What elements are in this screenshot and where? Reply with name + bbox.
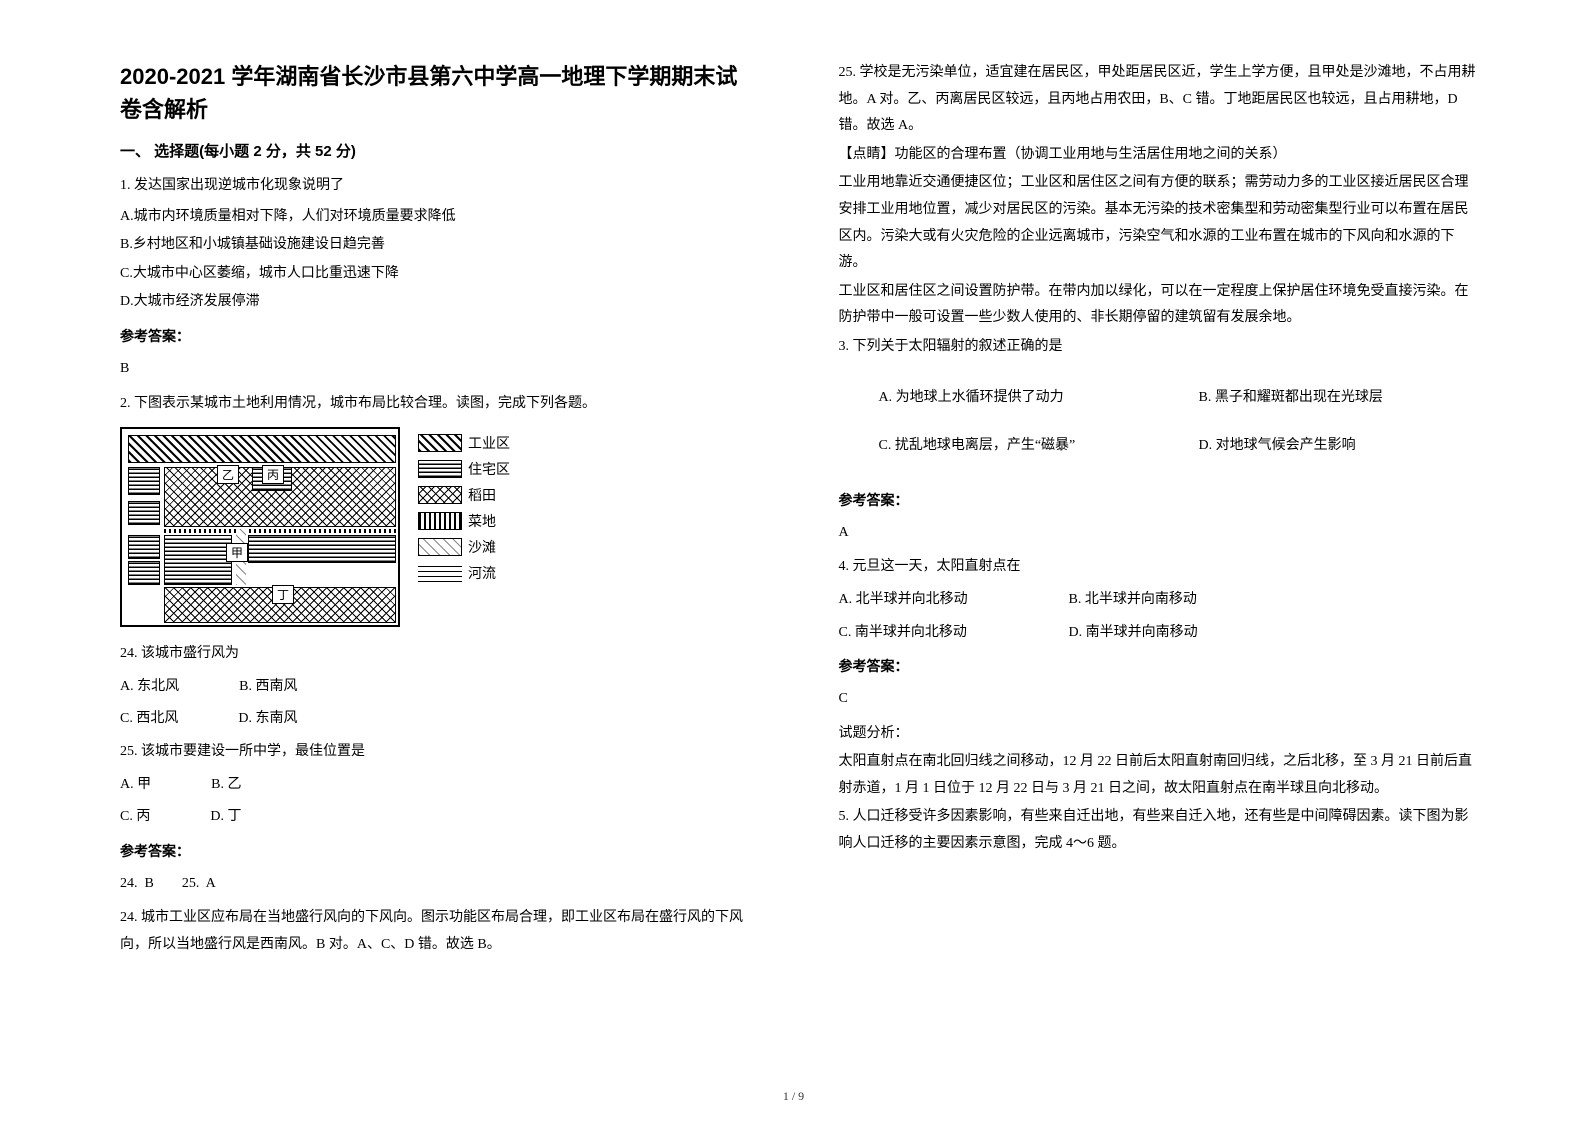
q2-sub25-b: B. 乙 <box>211 772 241 799</box>
legend-paddy: 稻田 <box>418 485 510 505</box>
q3-stem: 3. 下列关于太阳辐射的叙述正确的是 <box>839 334 1478 361</box>
legend-label-residential: 住宅区 <box>468 459 510 479</box>
q4-answer: C <box>839 686 1478 713</box>
q2-sub24-stem: 24. 该城市盛行风为 <box>120 641 759 668</box>
land-use-diagram: 乙 丙 甲 丁 <box>120 427 400 627</box>
q2-sub24-a: A. 东北风 <box>120 674 179 701</box>
exam-title: 2020-2021 学年湖南省长沙市县第六中学高一地理下学期期末试卷含解析 <box>120 60 759 126</box>
section-header: 一、 选择题(每小题 2 分，共 52 分) <box>120 140 759 161</box>
q2-answer-header: 参考答案： <box>120 841 759 861</box>
q3-opt-a: A. 为地球上水循环提供了动力 <box>879 385 1139 412</box>
q4-opt-b: B. 北半球并向南移动 <box>1069 587 1197 614</box>
q2-sub25-d: D. 丁 <box>210 804 241 831</box>
q5-stem: 5. 人口迁移受许多因素影响，有些来自迁出地，有些来自迁入地，还有些是中间障碍因… <box>839 804 1478 857</box>
swatch-industrial <box>418 434 462 452</box>
q2-tip-p2: 工业区和居住区之间设置防护带。在带内加以绿化，可以在一定程度上保护居住环境免受直… <box>839 279 1478 332</box>
page-number: 1 / 9 <box>783 1089 804 1104</box>
q4-opt-a: A. 北半球并向北移动 <box>839 587 1009 614</box>
q2-sub25-stem: 25. 该城市要建设一所中学，最佳位置是 <box>120 739 759 766</box>
swatch-paddy <box>418 486 462 504</box>
q2-analysis25: 25. 学校是无污染单位，适宜建在居民区，甲处距居民区近，学生上学方便，且甲处是… <box>839 60 1478 140</box>
legend-beach: 沙滩 <box>418 537 510 557</box>
legend-residential: 住宅区 <box>418 459 510 479</box>
q1-opt-b: B.乡村地区和小城镇基础设施建设日趋完善 <box>120 232 759 259</box>
legend-river: 河流 <box>418 563 510 583</box>
q4-answer-header: 参考答案： <box>839 656 1478 676</box>
q1-answer: B <box>120 356 759 383</box>
swatch-river <box>418 564 462 582</box>
swatch-vegetable <box>418 512 462 530</box>
label-ding: 丁 <box>272 585 294 604</box>
q2-tip-header: 【点睛】功能区的合理布置（协调工业用地与生活居住用地之间的关系） <box>839 142 1478 169</box>
q2-sub24-c: C. 西北风 <box>120 706 178 733</box>
q3-answer-header: 参考答案： <box>839 490 1478 510</box>
legend: 工业区 住宅区 稻田 菜地 沙滩 <box>418 427 510 583</box>
legend-label-industrial: 工业区 <box>468 433 510 453</box>
q4-opt-c: C. 南半球并向北移动 <box>839 620 1009 647</box>
q1-opt-a: A.城市内环境质量相对下降，人们对环境质量要求降低 <box>120 204 759 231</box>
q1-opt-c: C.大城市中心区萎缩，城市人口比重迅速下降 <box>120 261 759 288</box>
legend-label-beach: 沙滩 <box>468 537 496 557</box>
q2-answer-line: 24. B 25. A <box>120 871 759 898</box>
q1-opt-d: D.大城市经济发展停滞 <box>120 289 759 316</box>
legend-industrial: 工业区 <box>418 433 510 453</box>
label-jia: 甲 <box>226 543 248 562</box>
q2-sub25-c: C. 丙 <box>120 804 150 831</box>
q1-stem: 1. 发达国家出现逆城市化现象说明了 <box>120 173 759 200</box>
q4-opt-d: D. 南半球并向南移动 <box>1069 620 1198 647</box>
q3-opt-b: B. 黑子和耀斑都出现在光球层 <box>1199 385 1383 412</box>
q2-sub24-d: D. 东南风 <box>238 706 297 733</box>
q2-diagram-container: 乙 丙 甲 丁 工业区 住宅区 稻田 <box>120 427 759 627</box>
q2-analysis24: 24. 城市工业区应布局在当地盛行风向的下风向。图示功能区布局合理，即工业区布局… <box>120 905 759 958</box>
q4-analysis-header: 试题分析： <box>839 721 1478 748</box>
legend-label-vegetable: 菜地 <box>468 511 496 531</box>
q2-tip-p1: 工业用地靠近交通便捷区位；工业区和居住区之间有方便的联系；需劳动力多的工业区接近… <box>839 170 1478 276</box>
legend-label-paddy: 稻田 <box>468 485 496 505</box>
q3-answer: A <box>839 520 1478 547</box>
q2-stem: 2. 下图表示某城市土地利用情况，城市布局比较合理。读图，完成下列各题。 <box>120 391 759 418</box>
q1-answer-header: 参考答案： <box>120 326 759 346</box>
q4-analysis: 太阳直射点在南北回归线之间移动，12 月 22 日前后太阳直射南回归线，之后北移… <box>839 749 1478 802</box>
label-yi: 乙 <box>217 465 239 484</box>
q3-opt-c: C. 扰乱地球电离层，产生“磁暴” <box>879 433 1139 460</box>
q2-sub25-a: A. 甲 <box>120 772 151 799</box>
q4-stem: 4. 元旦这一天，太阳直射点在 <box>839 554 1478 581</box>
swatch-residential <box>418 460 462 478</box>
label-bing: 丙 <box>262 465 284 484</box>
legend-vegetable: 菜地 <box>418 511 510 531</box>
swatch-beach <box>418 538 462 556</box>
legend-label-river: 河流 <box>468 563 496 583</box>
q2-sub24-b: B. 西南风 <box>239 674 297 701</box>
q3-opt-d: D. 对地球气候会产生影响 <box>1199 433 1356 460</box>
